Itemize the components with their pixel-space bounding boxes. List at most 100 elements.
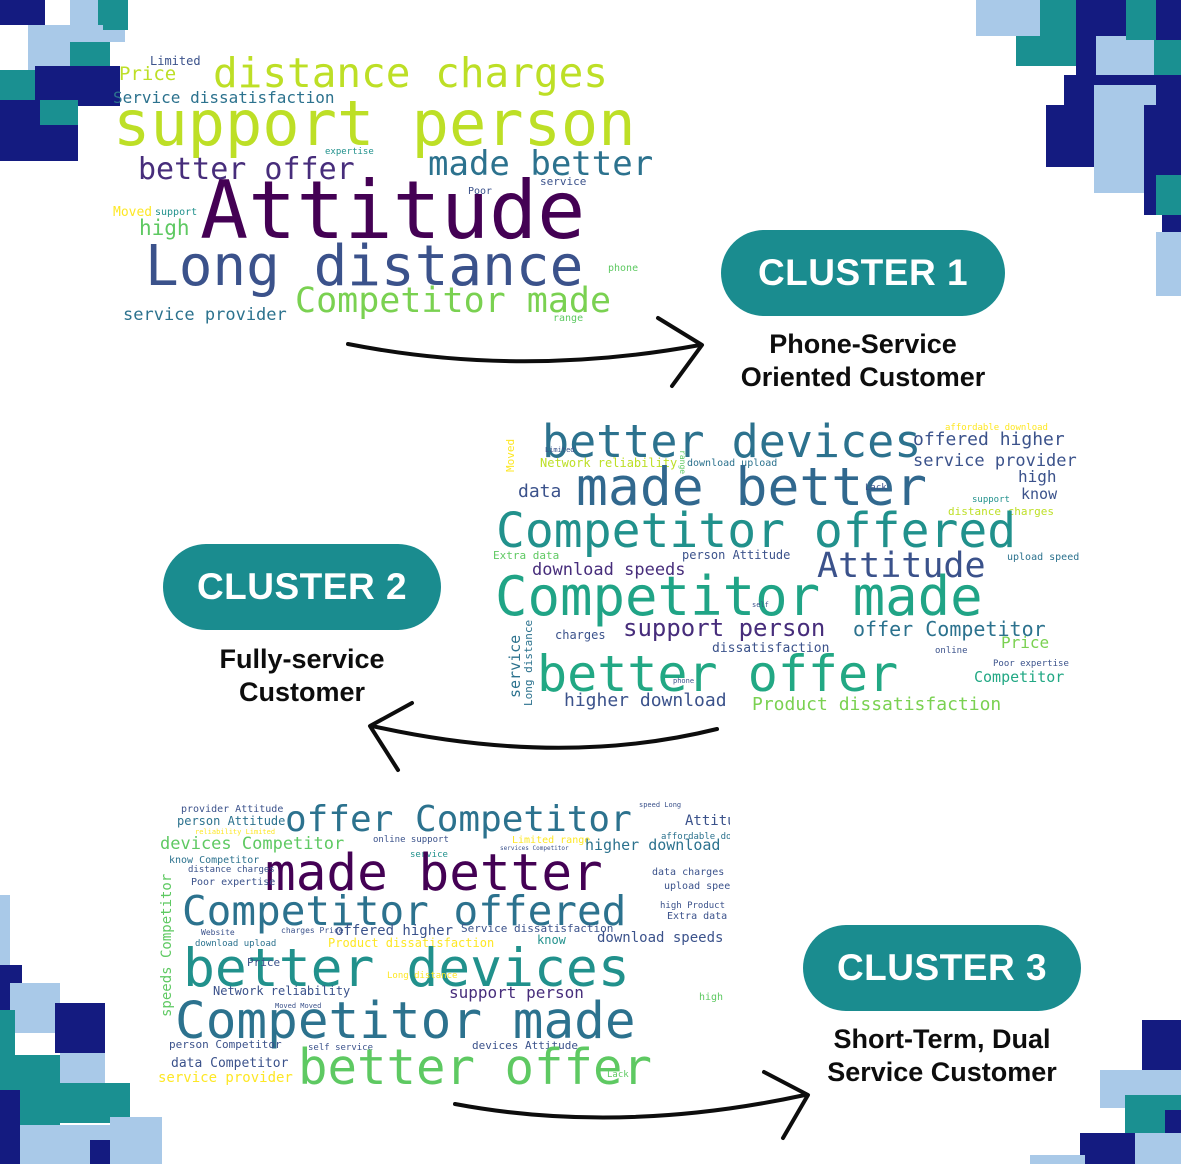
cloud-word: online (935, 646, 968, 656)
cloud-word: Extra data (493, 549, 559, 562)
cloud-word: higher download (585, 836, 720, 854)
cloud-word: person Attitude (682, 548, 790, 562)
cloud-word: distance charges (188, 865, 275, 875)
cloud-word: high (139, 216, 190, 240)
cloud-word: Competitor offered (496, 503, 1016, 559)
cloud-word: Competitor (974, 668, 1064, 686)
cloud-word: data Competitor (171, 1056, 289, 1071)
cloud-word: Attitude (685, 813, 730, 829)
cloud-word: charges Price (281, 926, 344, 935)
cloud-word: Competitor made (295, 281, 611, 321)
cluster-3-subtitle-line-2: Service Customer (827, 1057, 1057, 1087)
cloud-word: Product dissatisfaction (752, 694, 1001, 715)
cloud-word: support person (113, 87, 636, 160)
cloud-word: download upload (687, 458, 777, 469)
cloud-word: support person (623, 614, 825, 642)
cloud-word: Competitor offered (182, 887, 626, 935)
cloud-word: better offer (537, 645, 898, 703)
cloud-word: phone (608, 263, 638, 274)
cloud-word: Limited range (512, 835, 590, 846)
cloud-word: speed Long (639, 801, 681, 809)
cloud-word: range (678, 450, 687, 474)
cluster-3-subtitle: Short-Term, Dual Service Customer (792, 1023, 1092, 1089)
cloud-word: online support (373, 835, 449, 845)
cloud-word: high (699, 992, 723, 1003)
cloud-word: Network reliability (213, 984, 350, 998)
cluster-1-badge: CLUSTER 1 (721, 230, 1005, 316)
cloud-word: expertise (325, 147, 374, 157)
cloud-word: Poor expertise (993, 659, 1069, 669)
cloud-word: made better (428, 144, 653, 184)
cloud-word: download speeds (532, 560, 686, 580)
cluster-3-label: CLUSTER 3 (836, 947, 1048, 988)
cloud-word: Long distance (145, 234, 583, 299)
cloud-word: Service dissatisfaction (461, 922, 613, 935)
cloud-word: Extra data (667, 911, 727, 922)
top-right-corner-decoration (976, 0, 1181, 296)
cloud-word: service (410, 850, 448, 860)
cloud-word: devices Competitor (160, 834, 344, 854)
cluster-2-subtitle-line-2: Customer (238, 677, 366, 707)
cloud-word: data (518, 481, 561, 502)
cloud-word: provider Attitude (181, 804, 283, 815)
cloud-word: support (155, 207, 197, 218)
cluster-2-label: CLUSTER 2 (196, 566, 408, 607)
cloud-word: know Competitor (169, 855, 259, 866)
cloud-word: offered higher (913, 429, 1065, 450)
cloud-word: better offer (298, 1039, 652, 1095)
cluster-1-subtitle-line-1: Phone-Service (769, 329, 957, 359)
cloud-word: Website (201, 928, 235, 937)
cloud-word: distance charges (948, 505, 1054, 518)
cloud-word: Attitude (200, 164, 585, 257)
cluster-2-badge: CLUSTER 2 (163, 544, 441, 630)
cluster-3-subtitle-line-1: Short-Term, Dual (833, 1024, 1051, 1054)
cloud-word: better offer (138, 152, 355, 187)
cluster-2-subtitle: Fully-service Customer (152, 643, 452, 709)
cloud-word: service provider (123, 305, 287, 325)
cloud-word: better devices (183, 938, 630, 999)
cloud-word: Long distance (387, 971, 457, 981)
wordcloud-cluster-3: provider Attitude person Attitude reliab… (155, 795, 730, 1095)
bottom-left-corner-decoration (0, 895, 162, 1164)
cluster-1-subtitle: Phone-Service Oriented Customer (713, 328, 1013, 394)
cloud-word: better devices (542, 420, 921, 468)
cloud-word: services Competitor (500, 845, 569, 852)
cloud-word: speeds Competitor (159, 874, 175, 1017)
cloud-word: service provider (913, 451, 1077, 471)
cloud-word: Poor (468, 186, 492, 197)
cloud-word: dissatisfaction (712, 641, 829, 656)
cloud-word: high Product (660, 901, 725, 911)
cloud-word: Competitor made (175, 992, 636, 1051)
cloud-word: made better (265, 844, 603, 903)
cloud-word: affordable download (945, 423, 1048, 433)
cloud-word: upload speed (1007, 552, 1079, 563)
cloud-word: offer Competitor (285, 799, 632, 840)
cloud-word: service provider (158, 1070, 293, 1086)
cloud-word: self (752, 601, 769, 609)
cloud-word: service (540, 175, 586, 188)
top-left-corner-decoration (0, 0, 128, 161)
cluster-2-subtitle-line-1: Fully-service (219, 644, 385, 674)
cloud-word: download speeds (597, 930, 723, 946)
cloud-word: Poor expertise (191, 877, 275, 888)
cloud-word: Price (119, 63, 176, 85)
cloud-word: Price (1001, 633, 1049, 652)
cloud-word: service (506, 635, 524, 698)
cloud-word: data charges (652, 867, 724, 878)
cluster-3-badge: CLUSTER 3 (803, 925, 1081, 1011)
cloud-word: reliability Limited (195, 828, 275, 836)
cloud-word: download upload (195, 939, 276, 949)
cloud-word: Limited (545, 446, 575, 454)
cloud-word: support (972, 495, 1010, 505)
cloud-word: support person (449, 983, 584, 1002)
cloud-word: offer Competitor (853, 617, 1046, 641)
cloud-word: Limited (150, 54, 201, 68)
cloud-word: upload speed (664, 881, 730, 892)
cloud-word: Moved (504, 439, 517, 472)
cloud-word: Moved (113, 205, 152, 220)
cloud-word: know (1021, 485, 1058, 503)
cloud-word: made better (576, 457, 927, 518)
cloud-word: Network reliability (540, 456, 677, 470)
